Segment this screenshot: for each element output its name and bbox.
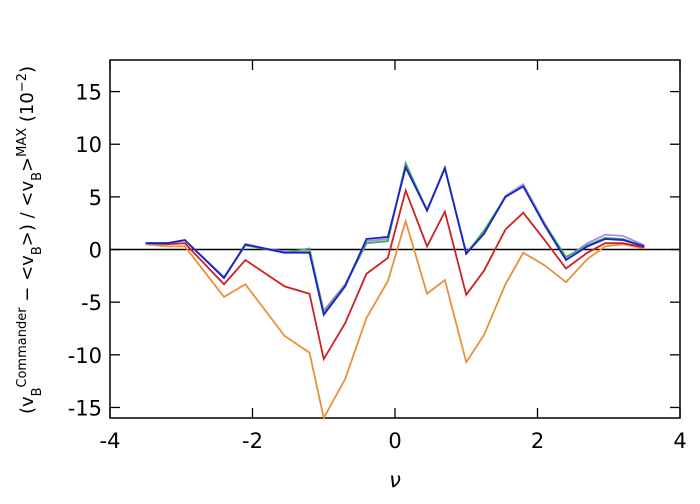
x-axis-label: ν bbox=[389, 468, 401, 492]
y-tick-label: -5 bbox=[81, 291, 102, 315]
y-label-part: −2 bbox=[15, 73, 30, 92]
y-label-part: (v bbox=[17, 396, 38, 414]
y-label-part: B bbox=[30, 172, 45, 181]
y-tick-label: -15 bbox=[68, 396, 102, 420]
x-tick-label: -4 bbox=[100, 429, 121, 453]
y-label-part: − <v bbox=[17, 255, 38, 308]
y-label-part: B bbox=[30, 246, 45, 255]
y-label-part: > bbox=[17, 157, 38, 172]
y-tick-label: 15 bbox=[75, 81, 102, 105]
y-label-part: ) bbox=[17, 66, 38, 73]
y-label-part: >) / <v bbox=[17, 181, 38, 247]
y-tick-label: 0 bbox=[89, 239, 102, 263]
y-label-part: Commander bbox=[15, 307, 30, 388]
y-label-part: MAX bbox=[15, 128, 30, 157]
series-line bbox=[145, 187, 645, 362]
x-tick-label: -2 bbox=[242, 429, 263, 453]
y-label-part: (10 bbox=[17, 92, 38, 128]
series-line bbox=[145, 217, 645, 421]
series-line bbox=[145, 164, 645, 317]
x-tick-label: 0 bbox=[388, 429, 401, 453]
x-tick-label: 2 bbox=[531, 429, 544, 453]
y-tick-label: 10 bbox=[75, 133, 102, 157]
y-label-part: B bbox=[30, 388, 45, 397]
x-tick-label: 4 bbox=[673, 429, 686, 453]
y-tick-label: -10 bbox=[68, 344, 102, 368]
y-axis-label: (vBCommander − <vB>) / <vB>MAX (10−2) bbox=[15, 66, 45, 414]
y-tick-label: 5 bbox=[89, 186, 102, 210]
